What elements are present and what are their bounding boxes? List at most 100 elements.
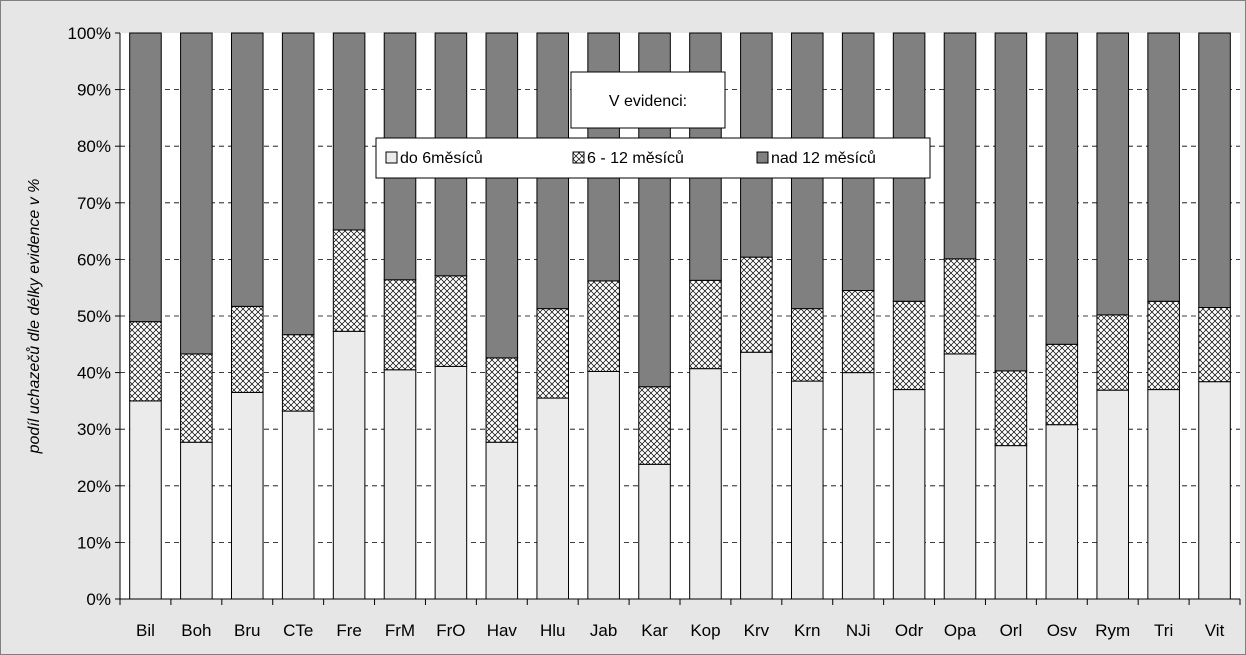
x-tick-label: Opa	[944, 621, 977, 640]
bar-segment-fro-series-2	[434, 275, 468, 367]
legend-swatch-1	[385, 151, 398, 164]
x-tick-label: Kar	[641, 621, 668, 640]
bar-segment-opa-series-2	[943, 258, 977, 355]
bar-segment-bru-series-2	[230, 305, 264, 393]
x-tick-label: Hlu	[540, 621, 566, 640]
bar-segment-kar-series-1	[638, 463, 671, 600]
bar-segment-kop-series-1	[689, 368, 722, 600]
bar-segment-bru-series-1	[230, 391, 264, 600]
x-tick-label: Hav	[487, 621, 518, 640]
y-tick-label: 100%	[68, 24, 111, 43]
x-tick-label: Krv	[744, 621, 770, 640]
bar-segment-orl-series-1	[994, 445, 1028, 600]
x-tick-label: Rym	[1095, 621, 1130, 640]
bar-segment-odr-series-1	[892, 389, 926, 600]
x-tick-label: Jab	[590, 621, 617, 640]
legend-swatch-2	[572, 151, 585, 164]
bar-segment-osv-series-1	[1045, 424, 1079, 600]
bar-segment-frm-series-1	[383, 369, 417, 600]
y-tick-label: 60%	[77, 250, 111, 269]
x-tick-label: Tri	[1154, 621, 1173, 640]
bar-segment-fre-series-2	[332, 229, 366, 332]
y-tick-label: 30%	[77, 420, 111, 439]
bar-segment-jab-series-1	[587, 370, 620, 600]
bar-segment-opa-series-3	[943, 32, 977, 260]
bar-segment-krn-series-2	[790, 308, 824, 382]
legend-title-box	[570, 71, 726, 129]
legend-label-2: 6 - 12 měsíců	[587, 149, 684, 167]
legend-label-1: do 6měsíců	[400, 149, 483, 167]
bar-segment-vit-series-1	[1198, 381, 1231, 600]
x-tick-label: FrO	[436, 621, 465, 640]
y-tick-label: 90%	[77, 81, 111, 100]
x-tick-label: Vit	[1205, 621, 1225, 640]
bar-segment-krv-series-1	[740, 351, 773, 600]
bar-segment-cte-series-1	[281, 410, 315, 600]
bar-segment-osv-series-3	[1045, 32, 1079, 345]
bar-segment-kop-series-2	[689, 279, 722, 370]
x-tick-label: Boh	[181, 621, 211, 640]
bar-segment-krv-series-2	[740, 256, 773, 353]
legend-swatch-3	[756, 151, 769, 164]
bar-segment-boh-series-3	[180, 32, 213, 355]
bar-segment-nji-series-1	[841, 372, 875, 600]
bar-segment-tri-series-3	[1147, 32, 1180, 302]
bar-segment-orl-series-2	[994, 370, 1028, 447]
bar-segment-jab-series-2	[587, 280, 620, 372]
bar-segment-fre-series-1	[332, 330, 366, 600]
bar-segment-fre-series-3	[332, 32, 366, 231]
bar-segment-tri-series-2	[1147, 300, 1180, 391]
bar-segment-opa-series-1	[943, 353, 977, 600]
bar-segment-hlu-series-1	[536, 397, 570, 600]
bar-segment-odr-series-2	[892, 300, 926, 391]
x-tick-label: Bil	[136, 621, 155, 640]
y-tick-label: 0%	[86, 590, 111, 609]
y-tick-label: 50%	[77, 307, 111, 326]
bar-segment-hav-series-1	[485, 441, 519, 600]
y-tick-label: 20%	[77, 477, 111, 496]
y-tick-label: 80%	[77, 137, 111, 156]
x-tick-label: FrM	[385, 621, 415, 640]
bar-segment-orl-series-3	[994, 32, 1028, 372]
y-axis-title: podíl uchazečů dle délky evidence v %	[25, 179, 43, 455]
bar-segment-rym-series-1	[1096, 389, 1130, 600]
x-tick-label: NJi	[846, 621, 871, 640]
y-tick-label: 10%	[77, 533, 111, 552]
x-tick-label: Orl	[1000, 621, 1023, 640]
bar-segment-hlu-series-2	[536, 308, 570, 399]
bar-segment-bil-series-2	[129, 321, 162, 402]
bar-segment-hav-series-3	[485, 32, 519, 359]
bar-segment-bil-series-3	[129, 32, 162, 323]
x-tick-label: Osv	[1047, 621, 1078, 640]
bar-segment-frm-series-2	[383, 279, 417, 371]
bar-segment-fro-series-1	[434, 365, 468, 600]
legend-title: V evidenci:	[609, 93, 687, 110]
x-tick-label: Krn	[794, 621, 820, 640]
bar-segment-cte-series-2	[281, 334, 315, 412]
bar-segment-rym-series-2	[1096, 314, 1130, 391]
legend-label-3: nad 12 měsíců	[771, 149, 876, 167]
x-tick-label: Bru	[234, 621, 260, 640]
bar-segment-vit-series-3	[1198, 32, 1231, 309]
bar-segment-vit-series-2	[1198, 307, 1231, 383]
bar-segment-rym-series-3	[1096, 32, 1130, 316]
bar-segment-cte-series-3	[281, 32, 315, 336]
bar-segment-boh-series-2	[180, 353, 213, 443]
x-tick-label: Fre	[336, 621, 362, 640]
bar-segment-hav-series-2	[485, 357, 519, 443]
bar-segment-bru-series-3	[230, 32, 264, 307]
bar-segment-boh-series-1	[180, 441, 213, 600]
y-tick-label: 40%	[77, 364, 111, 383]
bar-segment-kar-series-2	[638, 386, 671, 465]
bar-segment-bil-series-1	[129, 400, 162, 600]
legend-box	[375, 137, 931, 179]
bar-segment-osv-series-2	[1045, 343, 1079, 426]
y-tick-label: 70%	[77, 194, 111, 213]
bar-segment-krn-series-1	[790, 380, 824, 600]
bar-segment-nji-series-2	[841, 290, 875, 374]
x-tick-label: Odr	[895, 621, 924, 640]
x-tick-label: CTe	[283, 621, 313, 640]
bar-segment-tri-series-1	[1147, 389, 1180, 600]
x-tick-label: Kop	[690, 621, 720, 640]
